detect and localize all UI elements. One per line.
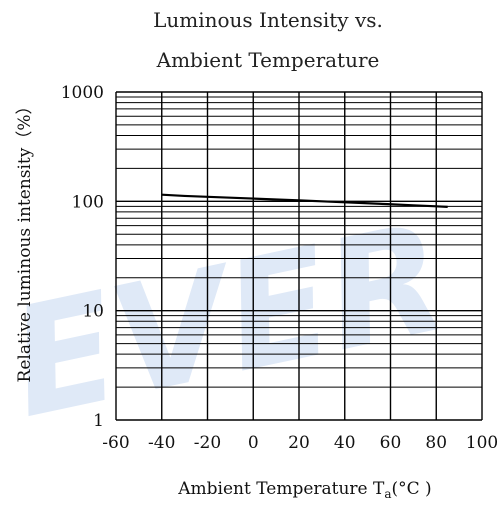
x-tick-label: -60	[102, 433, 129, 453]
series-line-0	[161, 193, 448, 208]
x-axis-label: Ambient Temperature Ta(°C )	[177, 479, 431, 501]
plot-grid	[115, 91, 483, 421]
x-axis-label-subscript: a	[384, 487, 391, 501]
x-tick-label: 80	[425, 433, 447, 453]
x-tick-label: 60	[380, 433, 402, 453]
chart-title-line-2: Ambient Temperature	[156, 48, 380, 72]
x-tick-labels: -60 -40 -20 0 20 40 60 80 100	[102, 433, 497, 453]
x-tick-label: 40	[334, 433, 356, 453]
x-tick-label: 20	[288, 433, 310, 453]
x-tick-label: 0	[248, 433, 259, 453]
x-tick-label: 100	[466, 433, 497, 453]
x-axis-label-main: Ambient Temperature T	[177, 479, 385, 499]
x-tick-label: -20	[194, 433, 221, 453]
y-tick-label: 1000	[61, 83, 104, 103]
x-axis-label-unit: (°C )	[392, 479, 432, 499]
x-tick-label: -40	[148, 433, 175, 453]
y-axis-label: Relative luminous intensity（%）	[15, 98, 35, 383]
y-tick-label: 100	[72, 192, 104, 212]
y-tick-label: 10	[82, 302, 104, 322]
y-tick-label: 1	[93, 411, 104, 431]
y-tick-labels: 1000 100 10 1	[61, 83, 104, 431]
chart-title-line-1: Luminous Intensity vs.	[153, 8, 383, 32]
series-layer	[161, 193, 448, 208]
